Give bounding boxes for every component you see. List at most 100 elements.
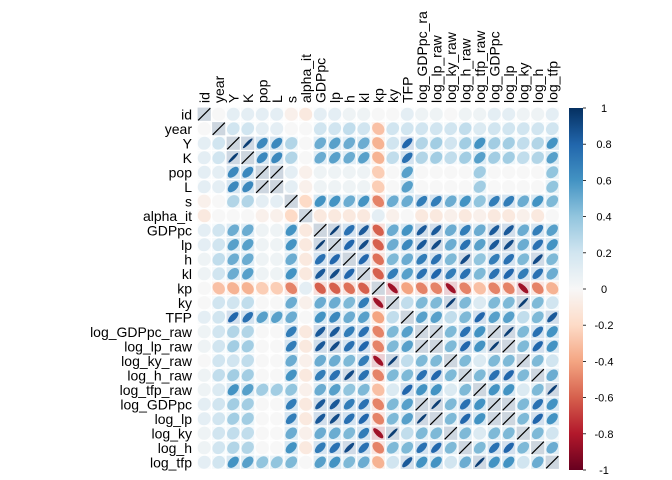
cell-line xyxy=(386,296,400,310)
cell-line xyxy=(415,325,429,339)
column-label: Y xyxy=(225,93,241,103)
cell-ellipse xyxy=(546,441,559,454)
cell-ellipse xyxy=(401,369,414,382)
cell-ellipse xyxy=(532,195,544,207)
cell-ellipse xyxy=(488,311,500,323)
cell-ellipse xyxy=(546,398,558,410)
cell-ellipse xyxy=(546,282,559,295)
cell-ellipse xyxy=(401,268,413,280)
cell-ellipse xyxy=(256,282,269,295)
cell-ellipse xyxy=(474,152,486,164)
cell-ellipse xyxy=(242,456,254,468)
cell-ellipse xyxy=(212,151,226,165)
cell-ellipse xyxy=(488,456,500,468)
row-label: year xyxy=(165,121,193,137)
cell-ellipse xyxy=(531,122,545,136)
cell-ellipse xyxy=(386,325,399,338)
cell-ellipse xyxy=(285,369,297,381)
cell-ellipse xyxy=(270,238,284,252)
cell-line xyxy=(415,339,429,353)
row-label: log_h_raw xyxy=(127,367,192,383)
cell-ellipse xyxy=(401,253,414,266)
cell-ellipse xyxy=(271,152,283,164)
cell-ellipse xyxy=(531,456,544,469)
cell-ellipse xyxy=(299,281,313,295)
cell-ellipse xyxy=(227,369,240,382)
cell-ellipse xyxy=(197,383,211,397)
row-label: log_ky xyxy=(152,425,192,441)
cell-ellipse xyxy=(444,455,458,469)
cell-ellipse xyxy=(343,456,356,469)
cell-ellipse xyxy=(285,326,297,338)
cell-ellipse xyxy=(197,252,211,266)
cell-ellipse xyxy=(226,209,240,223)
cell-ellipse xyxy=(430,151,443,164)
cell-ellipse xyxy=(373,355,384,366)
cell-ellipse xyxy=(386,383,400,397)
cell-ellipse xyxy=(284,209,298,223)
row-label: h xyxy=(184,251,192,267)
colorbar-tick-label: -1 xyxy=(599,465,609,477)
cell-ellipse xyxy=(299,238,313,252)
cell-ellipse xyxy=(372,441,385,454)
cell-ellipse xyxy=(444,209,458,223)
cell-ellipse xyxy=(416,239,427,250)
cell-ellipse xyxy=(531,137,544,150)
cell-line xyxy=(226,136,240,150)
cell-ellipse xyxy=(329,195,341,207)
cell-ellipse xyxy=(285,311,298,324)
cell-ellipse xyxy=(502,354,515,367)
cell-ellipse xyxy=(329,399,340,410)
cell-ellipse xyxy=(546,152,558,164)
cell-ellipse xyxy=(358,398,370,410)
cell-ellipse xyxy=(285,427,298,440)
cell-ellipse xyxy=(299,267,313,281)
cell-ellipse xyxy=(488,296,501,309)
cell-ellipse xyxy=(329,384,341,396)
cell-ellipse xyxy=(459,398,471,410)
cell-ellipse xyxy=(503,384,515,396)
cell-ellipse xyxy=(460,413,471,424)
cell-ellipse xyxy=(285,442,297,454)
cell-ellipse xyxy=(241,224,254,237)
cell-ellipse xyxy=(212,180,226,194)
cell-ellipse xyxy=(212,426,226,440)
cell-ellipse xyxy=(197,310,211,324)
cell-ellipse xyxy=(416,253,428,265)
colorbar-gradient xyxy=(569,108,583,470)
cell-ellipse xyxy=(431,268,442,279)
cell-ellipse xyxy=(299,223,313,237)
cell-ellipse xyxy=(372,151,385,164)
cell-ellipse xyxy=(270,368,284,382)
cell-ellipse xyxy=(545,107,559,121)
cell-ellipse xyxy=(197,194,211,208)
cell-ellipse xyxy=(518,297,529,308)
cell-ellipse xyxy=(400,209,414,223)
row-label: L xyxy=(184,179,192,195)
cell-ellipse xyxy=(241,253,254,266)
cell-ellipse xyxy=(545,209,559,223)
cell-ellipse xyxy=(285,413,297,425)
cell-ellipse xyxy=(372,456,385,469)
cell-ellipse xyxy=(241,107,255,121)
cell-ellipse xyxy=(444,136,458,150)
cell-ellipse xyxy=(255,397,269,411)
cell-ellipse xyxy=(313,209,327,223)
column-label: log_lp xyxy=(501,65,517,103)
cell-ellipse xyxy=(431,239,442,250)
cell-ellipse xyxy=(241,354,254,367)
cell-ellipse xyxy=(212,238,226,252)
cell-ellipse xyxy=(314,427,327,440)
cell-ellipse xyxy=(531,311,544,324)
cell-ellipse xyxy=(459,282,472,295)
cell-ellipse xyxy=(270,456,283,469)
column-label: log_tfp xyxy=(544,61,560,103)
cell-ellipse xyxy=(416,195,428,207)
cell-ellipse xyxy=(415,107,429,121)
cell-ellipse xyxy=(342,180,356,194)
cell-ellipse xyxy=(372,412,385,425)
cell-ellipse xyxy=(197,267,211,281)
cell-ellipse xyxy=(517,137,530,150)
cell-ellipse xyxy=(473,224,486,237)
cell-ellipse xyxy=(227,384,239,396)
